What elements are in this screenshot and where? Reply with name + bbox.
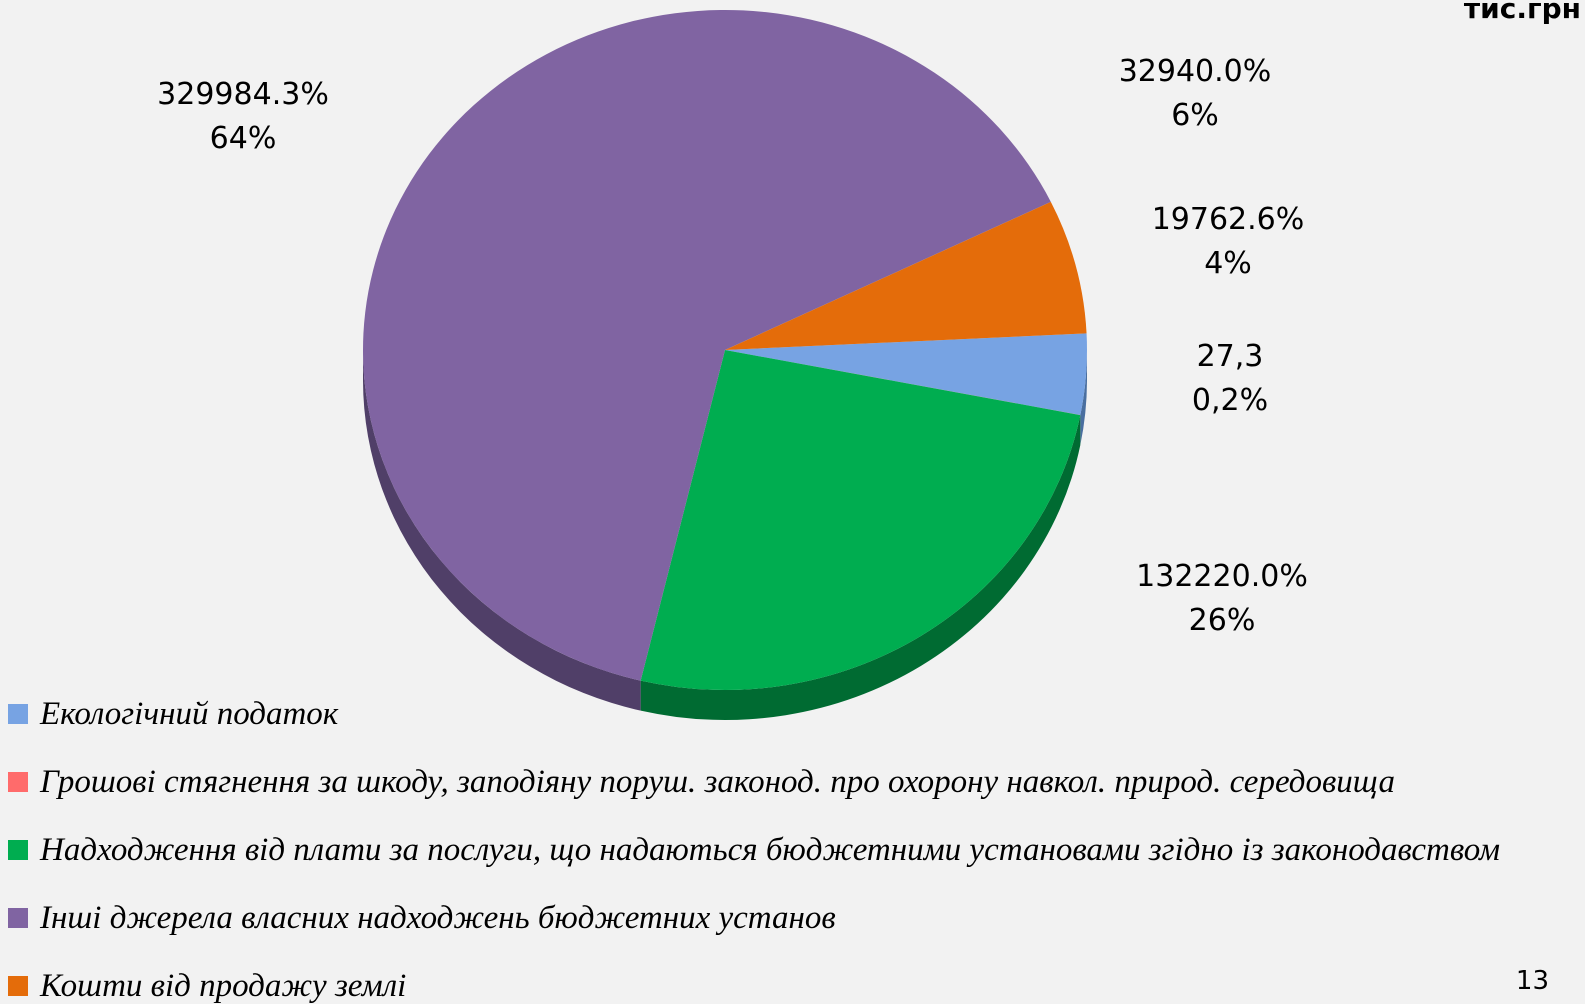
data-label-value: 27,3 — [1196, 339, 1264, 374]
data-label-percent: 0,2% — [1191, 383, 1269, 418]
legend-item: Екологічний податок — [8, 680, 1500, 748]
pie-slice-0 — [725, 333, 1087, 415]
legend-item: Надходження від плати за послуги, що над… — [8, 816, 1500, 884]
legend-label: Інші джерела власних надходжень бюджетни… — [40, 899, 836, 936]
legend-item: Кошти від продажу землі — [8, 952, 1500, 1004]
legend-swatch — [8, 704, 28, 724]
data-label-percent: 26% — [1188, 603, 1256, 638]
pie-side-3 — [363, 350, 641, 711]
pie-top-slices — [363, 9, 1087, 690]
legend-label: Надходження від плати за послуги, що над… — [40, 831, 1501, 868]
data-label-value: 19762.6% — [1151, 202, 1305, 237]
legend-label: Кошти від продажу землі — [40, 967, 407, 1004]
legend-label: Екологічний податок — [40, 695, 339, 732]
pie-slice-2 — [640, 350, 1081, 690]
page-number: 13 — [1515, 966, 1549, 996]
pie-side-2 — [640, 415, 1081, 720]
data-label-3: 329984.3% 64% — [157, 73, 329, 161]
data-label-value: 329984.3% — [157, 77, 329, 112]
legend-swatch — [8, 840, 28, 860]
data-label-1: 27,3 0,2% — [1192, 335, 1268, 423]
data-label-percent: 4% — [1204, 246, 1252, 281]
legend: Екологічний податок Грошові стягнення за … — [8, 680, 1500, 1004]
data-label-value: 32940.0% — [1118, 54, 1272, 89]
data-label-value: 132220.0% — [1136, 559, 1308, 594]
data-label-percent: 6% — [1171, 98, 1219, 133]
legend-item: Грошові стягнення за шкоду, заподіяну по… — [8, 748, 1500, 816]
pie-slice-1 — [725, 350, 1081, 416]
legend-swatch — [8, 976, 28, 996]
data-label-4: 32940.0% 6% — [1119, 50, 1272, 138]
pie-slice-4 — [725, 201, 1087, 350]
legend-swatch — [8, 908, 28, 928]
data-label-2: 132220.0% 26% — [1136, 555, 1308, 643]
data-label-0: 19762.6% 4% — [1152, 198, 1305, 286]
data-label-percent: 64% — [209, 121, 277, 156]
legend-item: Інші джерела власних надходжень бюджетни… — [8, 884, 1500, 952]
pie-3d-sides — [363, 350, 1088, 720]
legend-swatch — [8, 772, 28, 792]
unit-label: тис.грн — [1463, 0, 1581, 25]
legend-label: Грошові стягнення за шкоду, заподіяну по… — [40, 763, 1396, 800]
pie-slice-3 — [363, 9, 1051, 681]
pie-side-0 — [1080, 350, 1088, 445]
